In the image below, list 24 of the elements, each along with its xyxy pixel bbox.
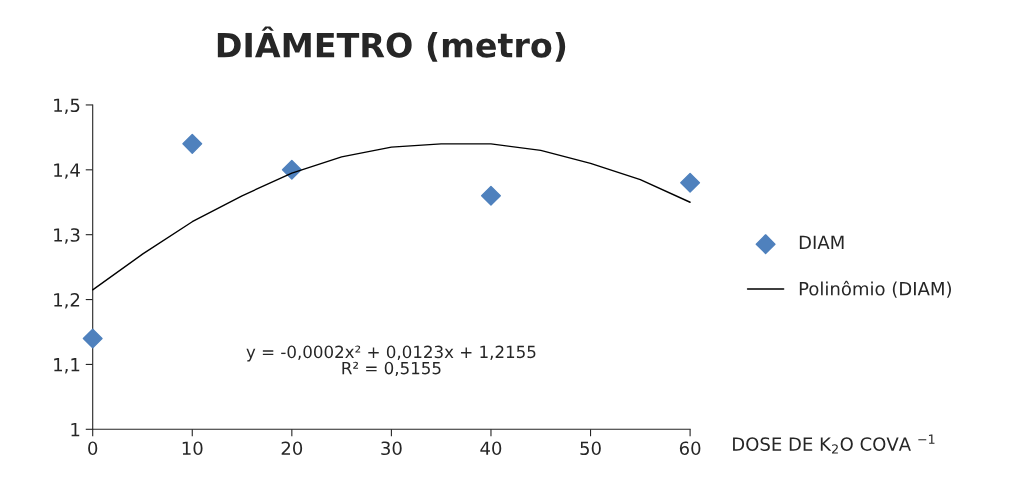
x-tick-label: 20	[281, 441, 303, 456]
point	[680, 172, 701, 193]
legend-label: DIAM	[799, 235, 844, 249]
x-tick-label: 50	[580, 441, 601, 456]
y-tick-label: 1	[71, 423, 80, 437]
line-series	[92, 143, 691, 291]
point	[182, 133, 203, 154]
point	[480, 185, 501, 206]
annotation: y = -0,0002x² + 0,0123x + 1,2155	[246, 345, 536, 362]
chart-title: DIÂMETRO (metro)	[217, 26, 566, 62]
x-axis-title: DOSE DE K$_{2}$O COVA $^{−1}$	[733, 434, 935, 454]
point	[82, 328, 103, 349]
legend-label: Polinômio (DIAM)	[799, 280, 951, 298]
y-tick-label: 1,4	[54, 163, 80, 179]
y-tick-label: 1,2	[54, 293, 80, 309]
y-tick-label: 1,1	[54, 358, 80, 374]
y-tick-label: 1,3	[54, 228, 80, 244]
y-tick-label: 1,5	[54, 98, 80, 114]
annotation: R² = 0,5155	[342, 361, 441, 377]
x-tick-label: 0	[88, 441, 98, 456]
x-tick-label: 60	[679, 441, 701, 456]
x-tick-label: 30	[381, 441, 402, 456]
x-tick-label: 40	[480, 441, 502, 456]
x-tick-label: 10	[182, 441, 203, 456]
